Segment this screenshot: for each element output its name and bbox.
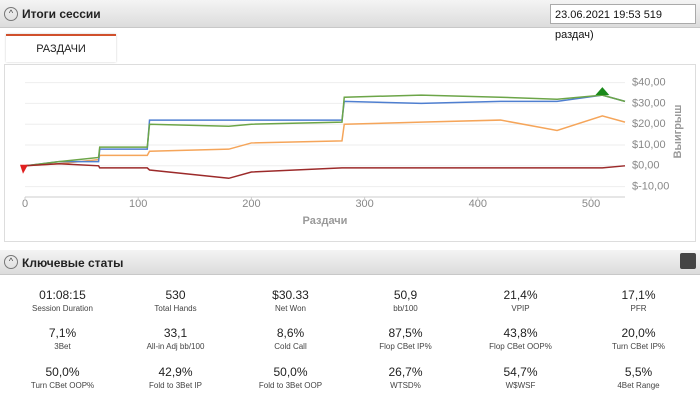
stat: 50,0% Turn CBet OOP% bbox=[5, 365, 120, 390]
stat: 42,9% Fold to 3Bet IP bbox=[118, 365, 233, 390]
y-tick-label: $-10,00 bbox=[632, 181, 669, 193]
stat: 20,0% Turn CBet IP% bbox=[581, 326, 696, 351]
stat-value: 50,0% bbox=[45, 365, 80, 379]
stats-title: Ключевые статы bbox=[22, 256, 124, 270]
session-select[interactable]: 23.06.2021 19:53 519 раздач) bbox=[550, 4, 696, 41]
session-header: ^ Итоги сессии 23.06.2021 19:53 519 разд… bbox=[0, 0, 700, 41]
stat: 50,9 bb/100 bbox=[348, 288, 463, 313]
y-tick-label: $20,00 bbox=[632, 118, 666, 130]
stats-header: ^ Ключевые статы bbox=[0, 250, 700, 275]
stat: 21,4% VPIP bbox=[463, 288, 578, 313]
stat: 530 Total Hands bbox=[118, 288, 233, 313]
stat-value: 20,0% bbox=[621, 326, 656, 340]
chart-box bbox=[4, 64, 696, 242]
series-line bbox=[24, 162, 626, 180]
stat-value: 21,4% bbox=[503, 288, 538, 302]
stat-label: Cold Call bbox=[274, 342, 307, 351]
stat-label: Fold to 3Bet OOP bbox=[258, 381, 323, 390]
stat: 26,7% WTSD% bbox=[348, 365, 463, 390]
stat-value: $30.33 bbox=[272, 288, 309, 302]
x-tick-label: 400 bbox=[469, 198, 487, 210]
stat-value: 17,1% bbox=[621, 288, 656, 302]
y-tick-label: $10,00 bbox=[632, 139, 666, 151]
stat-value: 50,9 bbox=[393, 288, 418, 302]
stat: 43,8% Flop CBet OOP% bbox=[463, 326, 578, 351]
stat-value: 50,0% bbox=[273, 365, 308, 379]
stat-label: Flop CBet OOP% bbox=[489, 342, 552, 351]
stat-label: PFR bbox=[630, 304, 647, 313]
stat-label: W$WSF bbox=[505, 381, 536, 390]
y-tick-label: $40,00 bbox=[632, 77, 666, 89]
stat: $30.33 Net Won bbox=[233, 288, 348, 313]
stat-label: 4Bet Range bbox=[617, 381, 660, 390]
stat-value: 5,5% bbox=[624, 365, 653, 379]
collapse-icon[interactable]: ^ bbox=[4, 255, 18, 269]
end-marker bbox=[595, 87, 610, 96]
y-axis-label: Выигрыш bbox=[672, 105, 684, 159]
stat-value: 87,5% bbox=[388, 326, 423, 340]
stat-label: All-in Adj bb/100 bbox=[146, 342, 205, 351]
stat: 87,5% Flop CBet IP% bbox=[348, 326, 463, 351]
stat-label: Turn CBet IP% bbox=[611, 342, 666, 351]
y-tick-label: $0,00 bbox=[632, 160, 660, 172]
stat-value: 54,7% bbox=[503, 365, 538, 379]
x-axis-label: Раздачи bbox=[303, 215, 348, 227]
start-marker bbox=[20, 164, 28, 174]
series-line bbox=[24, 115, 626, 167]
chart: $-10,00 $0,00 $10,00 $20,00 $30,00 $40,00 0 100… bbox=[20, 77, 684, 227]
tab[interactable]: РАЗДАЧИ bbox=[6, 34, 116, 62]
header-title: Итоги сессии bbox=[22, 7, 101, 21]
stat: 50,0% Fold to 3Bet OOP bbox=[233, 365, 348, 390]
stat-label: Session Duration bbox=[32, 304, 93, 313]
stat: 7,1% 3Bet bbox=[5, 326, 120, 351]
stat-label: Flop CBet IP% bbox=[379, 342, 432, 351]
x-tick-label: 500 bbox=[582, 198, 600, 210]
y-tick-label: $30,00 bbox=[632, 97, 666, 109]
stat-label: Total Hands bbox=[154, 304, 197, 313]
collapse-icon[interactable]: ^ bbox=[4, 7, 18, 21]
stat-value: 8,6% bbox=[276, 326, 305, 340]
x-tick-label: 300 bbox=[355, 198, 373, 210]
stat-value: 33,1 bbox=[163, 326, 188, 340]
stat-label: bb/100 bbox=[393, 304, 418, 313]
stat-value: 42,9% bbox=[158, 365, 193, 379]
stat: 33,1 All-in Adj bb/100 bbox=[118, 326, 233, 351]
stat: 54,7% W$WSF bbox=[463, 365, 578, 390]
stat-label: Turn CBet OOP% bbox=[30, 381, 95, 390]
stat-value: 530 bbox=[165, 288, 186, 302]
stat: 01:08:15 Session Duration bbox=[5, 288, 120, 313]
stat-value: 43,8% bbox=[503, 326, 538, 340]
stat-value: 26,7% bbox=[388, 365, 423, 379]
layout-button[interactable] bbox=[680, 253, 696, 269]
x-tick-label: 0 bbox=[22, 198, 28, 210]
x-tick-label: 100 bbox=[129, 198, 147, 210]
x-tick-label: 200 bbox=[242, 198, 260, 210]
stat-label: Fold to 3Bet IP bbox=[149, 381, 202, 390]
stat-label: 3Bet bbox=[54, 342, 71, 351]
stat: 8,6% Cold Call bbox=[233, 326, 348, 351]
stat: 5,5% 4Bet Range bbox=[581, 365, 696, 390]
stat: 17,1% PFR bbox=[581, 288, 696, 313]
stat-label: Net Won bbox=[275, 304, 306, 313]
stat-value: 7,1% bbox=[48, 326, 77, 340]
stat-label: WTSD% bbox=[390, 381, 421, 390]
series-line bbox=[24, 94, 626, 167]
stat-label: VPIP bbox=[511, 304, 530, 313]
stat-value: 01:08:15 bbox=[39, 288, 86, 302]
